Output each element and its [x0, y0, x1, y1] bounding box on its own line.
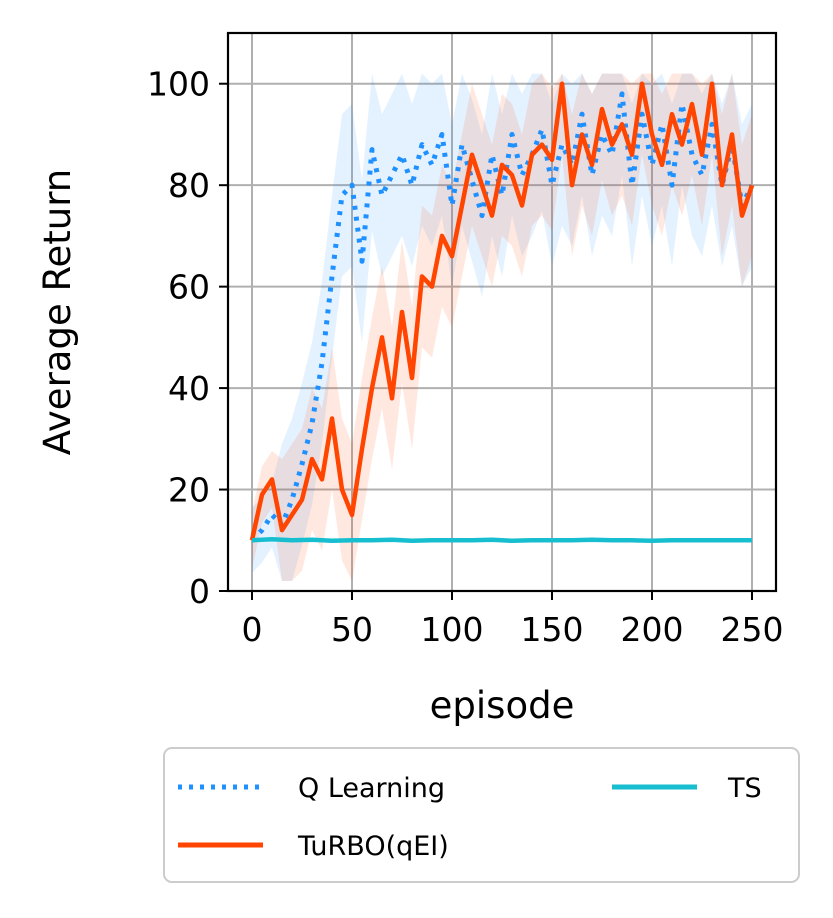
- x-tick-label-100: 100: [421, 610, 484, 649]
- legend-label-ts: TS: [727, 773, 762, 804]
- y-tick-label-40: 40: [168, 369, 210, 408]
- legend-label-q-learning: Q Learning: [298, 773, 445, 804]
- series-line-turbo-qei: [249, 81, 755, 541]
- y-tick-label-20: 20: [168, 471, 210, 510]
- x-tick-label-250: 250: [721, 610, 784, 649]
- y-axis: 0 20 40 60 80 100: [147, 65, 228, 611]
- y-tick-label-60: 60: [168, 268, 210, 307]
- y-tick-label-0: 0: [189, 572, 210, 611]
- legend-box: [163, 747, 800, 883]
- y-tick-label-80: 80: [168, 166, 210, 205]
- band-turbo-qei: [252, 73, 752, 581]
- y-tick-label-100: 100: [147, 65, 210, 104]
- x-tick-label-200: 200: [621, 610, 684, 649]
- variance-bands: [252, 73, 752, 581]
- x-tick-label-50: 50: [331, 610, 373, 649]
- plot-frame: [226, 31, 778, 593]
- x-tick-label-0: 0: [242, 610, 263, 649]
- legend: Q Learning TuRBO(qEI) TS: [163, 747, 800, 883]
- legend-label-turbo-qei: TuRBO(qEI): [297, 831, 449, 862]
- y-axis-label: Average Return: [36, 169, 79, 455]
- plot-area: [226, 31, 778, 593]
- x-axis-label: episode: [430, 684, 575, 727]
- x-tick-label-150: 150: [521, 610, 584, 649]
- series-line-ts: [251, 537, 752, 544]
- band-q-learning: [252, 73, 752, 581]
- series-lines: [249, 81, 755, 544]
- x-axis: 0 50 100 150 200 250: [242, 591, 784, 649]
